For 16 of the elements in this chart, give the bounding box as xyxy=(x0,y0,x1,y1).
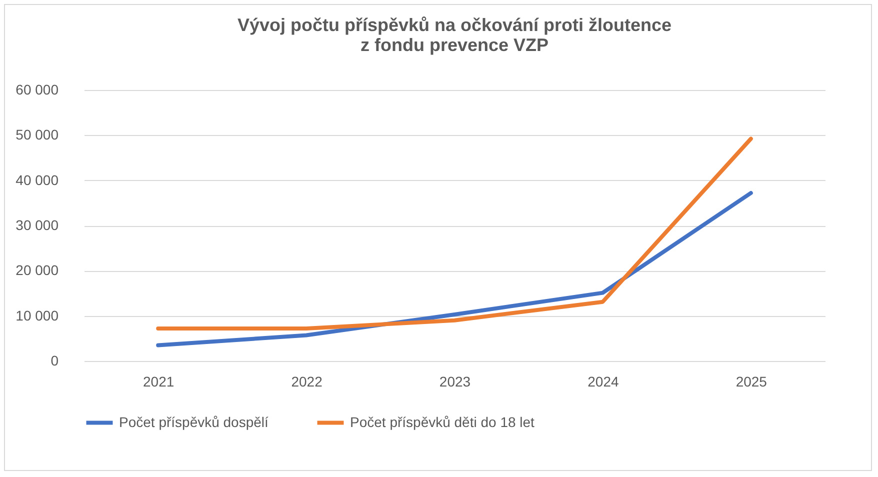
y-tick-label: 40 000 xyxy=(16,172,59,188)
y-tick-label: 10 000 xyxy=(16,307,59,324)
line-series xyxy=(156,136,753,330)
x-tick-label: 2022 xyxy=(291,374,323,390)
x-tick-label: 2024 xyxy=(588,374,619,390)
y-tick-label: 30 000 xyxy=(16,217,59,233)
y-tick-label: 0 xyxy=(50,352,59,368)
legend-label: Počet příspěvků dospělí xyxy=(119,414,269,430)
y-tick-label: 60 000 xyxy=(16,82,59,98)
x-tick-label: 2021 xyxy=(143,374,174,390)
legend-label: Počet příspěvků děti do 18 let xyxy=(350,414,535,430)
y-tick-label: 50 000 xyxy=(16,126,59,143)
chart-title: Vývoj počtu příspěvků na očkování proti žloutence z fondu prevence VZP xyxy=(237,15,672,55)
y-tick-label: 20 000 xyxy=(16,262,59,278)
x-tick-label: 2023 xyxy=(439,374,471,390)
x-tick-label: 2025 xyxy=(736,374,768,390)
